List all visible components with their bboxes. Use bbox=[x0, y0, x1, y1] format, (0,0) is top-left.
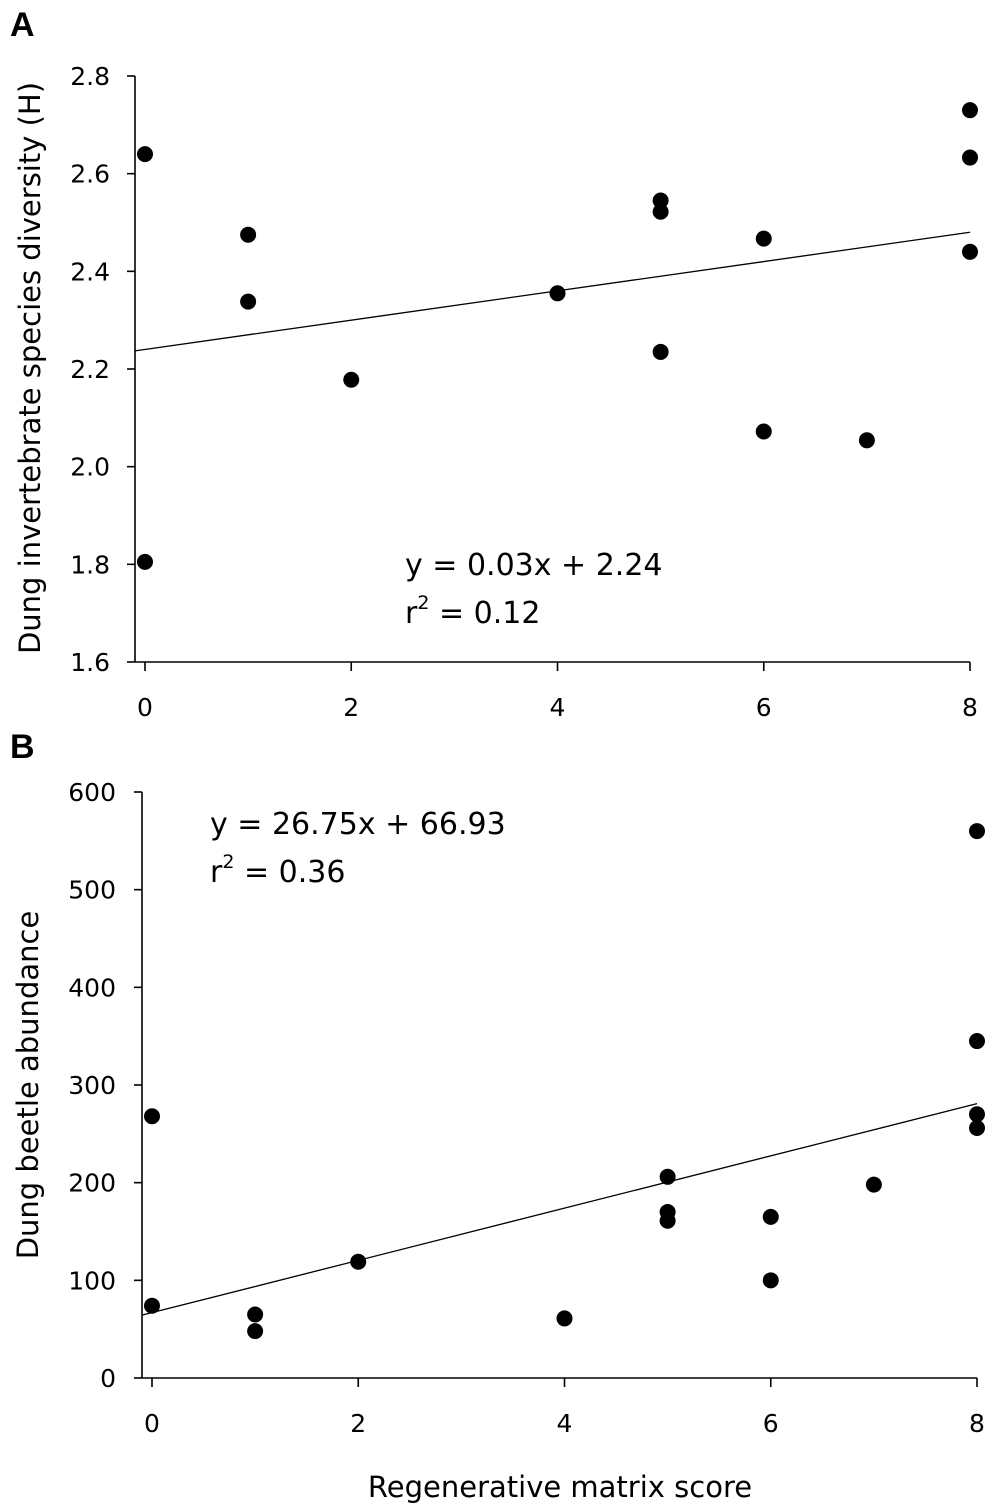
trendline bbox=[141, 1102, 978, 1316]
y-tick-label: 100 bbox=[68, 1266, 116, 1295]
data-point bbox=[247, 1306, 264, 1323]
x-tick-label: 2 bbox=[343, 693, 359, 722]
data-point bbox=[865, 1176, 882, 1193]
data-point bbox=[144, 1297, 160, 1314]
data-point bbox=[962, 102, 978, 119]
data-point bbox=[659, 1168, 676, 1185]
y-tick-label: 500 bbox=[68, 876, 116, 905]
data-point bbox=[969, 1106, 985, 1123]
data-point bbox=[247, 1323, 264, 1340]
data-point bbox=[858, 432, 875, 449]
y-tick-label: 2.4 bbox=[70, 257, 110, 286]
data-point bbox=[755, 230, 772, 247]
x-tick-label: 6 bbox=[763, 1409, 779, 1438]
panel-b-y-axis-label: Dung beetle abundance bbox=[11, 911, 45, 1260]
data-point bbox=[969, 823, 985, 840]
x-tick-label: 4 bbox=[557, 1409, 573, 1438]
panel-a-axes bbox=[127, 75, 971, 671]
panel-b-r-squared-value: = 0.36 bbox=[234, 855, 345, 890]
panel-b-trendline-group bbox=[141, 1102, 978, 1316]
panel-b-points bbox=[144, 823, 985, 1340]
x-tick-label: 6 bbox=[756, 693, 772, 722]
data-point bbox=[556, 1310, 573, 1327]
x-tick-label: 0 bbox=[144, 1409, 160, 1438]
y-tick-label: 2.6 bbox=[70, 160, 110, 189]
data-point bbox=[549, 285, 566, 302]
data-point bbox=[962, 243, 978, 260]
panel-b-tick-labels: 0 100 200 300 400 500 600 0 2 4 6 8 bbox=[68, 778, 985, 1438]
panel-b-x-axis-label: Regenerative matrix score bbox=[368, 1470, 752, 1504]
panel-a-y-axis-label: Dung invertebrate species diversity (H) bbox=[13, 82, 47, 654]
data-point bbox=[652, 203, 669, 220]
panel-a-r-squared: r2 = 0.12 bbox=[405, 592, 540, 631]
data-point bbox=[343, 371, 360, 388]
panel-b-r-squared-prefix: r bbox=[210, 855, 223, 890]
data-point bbox=[652, 192, 669, 209]
panel-b-equation: y = 26.75x + 66.93 bbox=[210, 807, 506, 842]
data-point bbox=[137, 553, 153, 570]
y-tick-label: 2.2 bbox=[70, 355, 110, 384]
panel-b-r-squared-sup: 2 bbox=[222, 851, 234, 873]
data-point bbox=[240, 293, 257, 310]
x-tick-label: 0 bbox=[137, 693, 153, 722]
data-point bbox=[962, 149, 978, 166]
x-tick-label: 8 bbox=[969, 1409, 985, 1438]
data-point bbox=[969, 1119, 985, 1136]
y-tick-label: 2.8 bbox=[70, 62, 110, 91]
data-point bbox=[762, 1208, 779, 1225]
panel-a-points bbox=[137, 102, 978, 570]
y-tick-label: 1.8 bbox=[70, 550, 110, 579]
panel-b: B Dung beetle abundance 0 100 200 300 400 500… bbox=[10, 728, 985, 1504]
data-point bbox=[240, 226, 257, 243]
data-point bbox=[659, 1212, 676, 1229]
panel-a-r-squared-value: = 0.12 bbox=[429, 596, 540, 631]
panel-a-r-squared-prefix: r bbox=[405, 596, 418, 631]
y-tick-label: 2.0 bbox=[70, 453, 110, 482]
y-tick-label: 600 bbox=[68, 778, 116, 807]
panel-a-equation: y = 0.03x + 2.24 bbox=[405, 548, 663, 583]
y-tick-label: 300 bbox=[68, 1071, 116, 1100]
y-tick-label: 1.6 bbox=[70, 648, 110, 677]
panel-a-tick-labels: 1.6 1.8 2.0 2.2 2.4 2.6 2.8 0 2 4 6 8 bbox=[70, 62, 978, 722]
panel-b-axes bbox=[134, 791, 978, 1387]
data-point bbox=[762, 1272, 779, 1289]
panel-b-r-squared: r2 = 0.36 bbox=[210, 851, 345, 890]
y-tick-label: 0 bbox=[100, 1364, 116, 1393]
panel-b-letter: B bbox=[10, 728, 35, 766]
y-tick-label: 200 bbox=[68, 1169, 116, 1198]
x-tick-label: 8 bbox=[962, 693, 978, 722]
panel-a: A Dung invertebrate species diversity (H… bbox=[10, 6, 978, 722]
x-tick-label: 2 bbox=[350, 1409, 366, 1438]
panel-a-letter: A bbox=[10, 6, 35, 44]
data-point bbox=[137, 146, 153, 163]
data-point bbox=[969, 1033, 985, 1050]
data-point bbox=[652, 343, 669, 360]
data-point bbox=[144, 1108, 160, 1125]
data-point bbox=[755, 423, 772, 440]
data-point bbox=[350, 1253, 367, 1270]
y-tick-label: 400 bbox=[68, 973, 116, 1002]
x-tick-label: 4 bbox=[550, 693, 566, 722]
panel-a-r-squared-sup: 2 bbox=[417, 592, 429, 614]
